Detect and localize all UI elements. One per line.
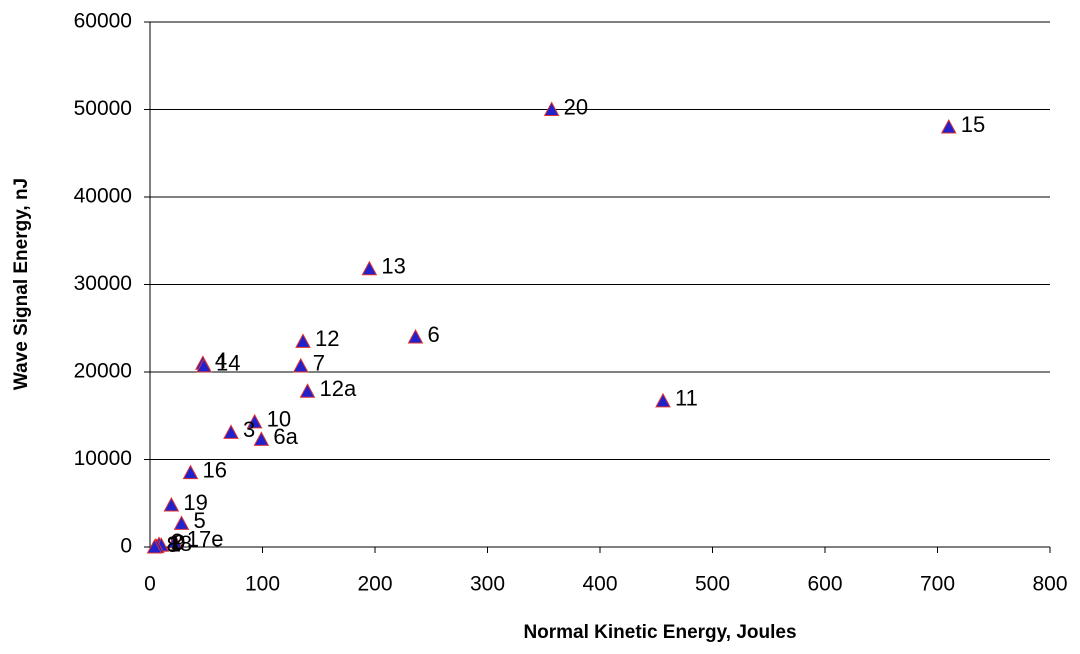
point-label: 18 xyxy=(168,531,192,556)
x-tick-label: 300 xyxy=(470,573,505,596)
x-tick-label: 700 xyxy=(920,573,955,596)
point-label: 14 xyxy=(216,351,240,376)
point-label: 4 xyxy=(215,348,227,373)
point xyxy=(295,333,311,348)
point-label: 12a xyxy=(320,376,357,401)
point-label: 19 xyxy=(183,490,207,515)
point-label: 11 xyxy=(675,386,698,411)
x-tick-label: 600 xyxy=(807,573,842,596)
point-label: 10 xyxy=(267,407,291,432)
point xyxy=(182,464,199,480)
point xyxy=(196,357,212,373)
point-label: 3 xyxy=(243,417,255,442)
y-tick-label: 40000 xyxy=(74,185,132,208)
x-tick-label: 100 xyxy=(245,573,280,596)
point xyxy=(166,533,183,549)
x-axis-title: Normal Kinetic Energy, Joules xyxy=(523,622,796,643)
point xyxy=(940,118,957,134)
point-label: 1 xyxy=(169,531,181,556)
point xyxy=(655,392,671,408)
x-tick-label: 500 xyxy=(695,573,730,596)
point-label: 17e xyxy=(187,527,224,552)
y-tick-label: 50000 xyxy=(74,97,132,120)
y-axis-title: Wave Signal Energy, nJ xyxy=(11,178,32,390)
point-label: 15 xyxy=(961,112,985,137)
y-tick-label: 30000 xyxy=(74,272,132,295)
point-label: 16 xyxy=(203,457,227,482)
point-label: 6a xyxy=(273,424,298,449)
y-tick-label: 0 xyxy=(120,535,132,558)
x-tick-label: 400 xyxy=(582,573,617,596)
y-tick-label: 20000 xyxy=(74,360,132,383)
point xyxy=(173,515,190,530)
y-tick-label: 60000 xyxy=(74,10,132,33)
y-tick-label: 10000 xyxy=(74,447,132,470)
point xyxy=(292,357,309,373)
x-tick-label: 0 xyxy=(144,573,156,596)
point xyxy=(163,496,180,512)
point xyxy=(253,431,270,446)
point xyxy=(223,424,239,439)
point xyxy=(543,101,560,116)
point xyxy=(246,413,263,429)
point-label: 12 xyxy=(315,326,339,351)
point xyxy=(299,383,316,398)
point-label: 13 xyxy=(381,254,405,279)
point-label: 7 xyxy=(313,351,325,376)
point-label: 6 xyxy=(428,322,440,347)
point-label: 9 xyxy=(173,530,185,555)
point xyxy=(361,260,378,276)
point-label: 5 xyxy=(194,508,206,533)
point xyxy=(407,328,424,344)
x-tick-label: 200 xyxy=(357,573,392,596)
point-label: 2 xyxy=(171,529,183,554)
point xyxy=(146,538,163,554)
point-label: 8 xyxy=(167,532,179,557)
point-label: 20 xyxy=(564,94,588,119)
x-tick-label: 800 xyxy=(1032,573,1067,596)
